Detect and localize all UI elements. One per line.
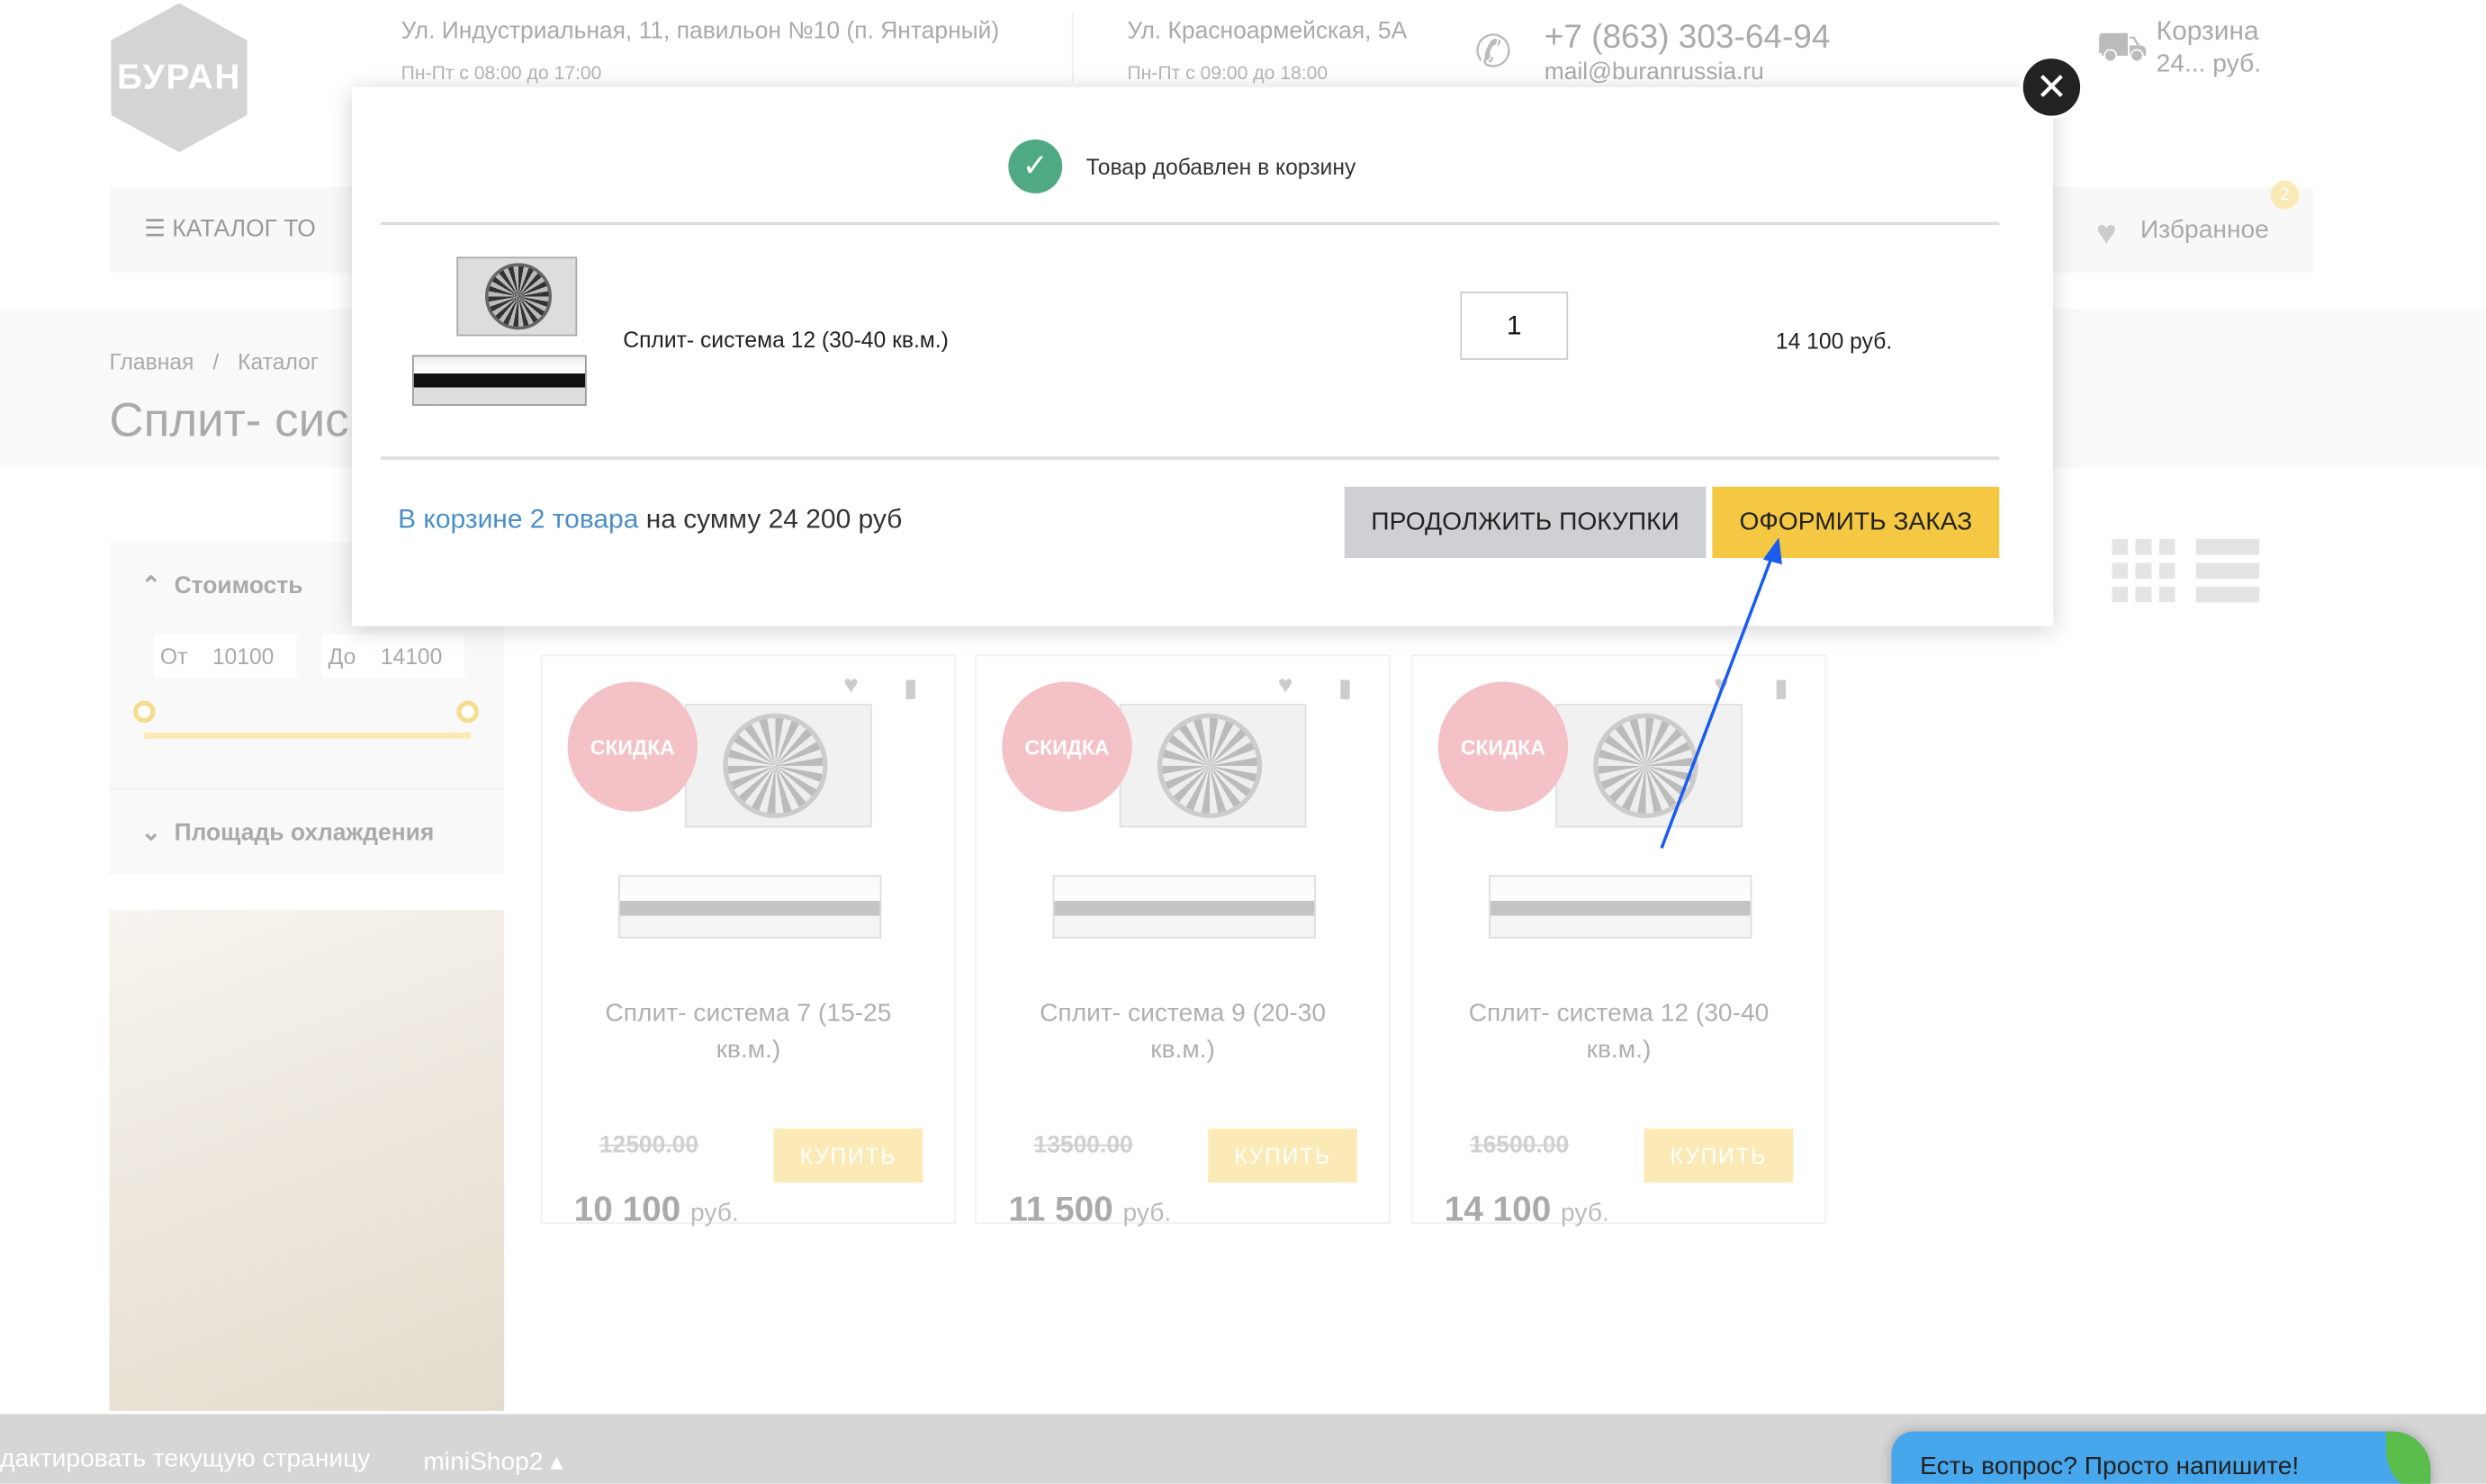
breadcrumb-separator: /: [212, 348, 220, 374]
product-name[interactable]: Сплит- система 12 (30-40 кв.м.): [1468, 1000, 1770, 1064]
breadcrumb-catalog[interactable]: Каталог: [238, 348, 319, 374]
promo-banner-image[interactable]: [109, 910, 505, 1411]
cart-item-price: 14 100 руб.: [1775, 328, 1893, 354]
phone[interactable]: +7 (863) 303-64-94: [1544, 19, 1831, 56]
old-price: 13500.00: [1033, 1131, 1133, 1159]
check-circle-icon: ✓: [1008, 139, 1063, 193]
price: 11 500 руб.: [1008, 1189, 1172, 1229]
cart-summary-total: на сумму 24 200 руб: [645, 504, 903, 535]
discount-badge: СКИДКА: [567, 681, 698, 812]
favorites-link[interactable]: Избранное: [2140, 217, 2269, 245]
divider: [380, 456, 2000, 460]
chat-widget[interactable]: Есть вопрос? Просто напишите!: [1891, 1431, 2431, 1484]
compare-icon[interactable]: ▮: [1338, 675, 1353, 703]
chat-decoration: [2386, 1431, 2431, 1484]
hours-2: Пн-Пт с 09:00 до 18:00: [1127, 61, 1329, 85]
price-slider-max-handle[interactable]: [456, 700, 479, 724]
catalog-menu-button[interactable]: ☰ КАТАЛОГ ТО: [144, 215, 316, 243]
buy-button[interactable]: КУПИТЬ: [1644, 1129, 1794, 1183]
divider: [380, 221, 2000, 226]
continue-shopping-button[interactable]: ПРОДОЛЖИТЬ ПОКУПКИ: [1344, 486, 1707, 559]
buy-button[interactable]: КУПИТЬ: [773, 1129, 923, 1183]
close-icon[interactable]: ✕: [2020, 55, 2084, 120]
cart-icon[interactable]: ⛟: [2095, 22, 2148, 70]
price-slider-track[interactable]: [144, 732, 472, 739]
cart-summary-link[interactable]: В корзине 2 товара: [398, 504, 639, 535]
heart-icon[interactable]: ♥: [843, 671, 859, 699]
cart-label[interactable]: Корзина: [2156, 15, 2259, 47]
product-image[interactable]: [1052, 704, 1317, 939]
compare-icon[interactable]: ▮: [904, 675, 918, 703]
product-image[interactable]: [617, 704, 882, 939]
success-message: Товар добавлен в корзину: [1085, 153, 1356, 180]
product-card[interactable]: СКИДКА ♥ ▮ Сплит- система 7 (15-25 кв.м.…: [540, 654, 957, 1228]
hours-1: Пн-Пт с 08:00 до 17:00: [401, 61, 602, 85]
price: 10 100 руб.: [573, 1189, 739, 1229]
logo[interactable]: БУРАН: [111, 3, 248, 153]
old-price: 12500.00: [599, 1131, 699, 1159]
price-to-input[interactable]: До 14100: [321, 634, 465, 679]
discount-badge: СКИДКА: [1437, 681, 1569, 812]
price-slider-min-handle[interactable]: [132, 700, 156, 724]
breadcrumb: Главная / Каталог: [110, 349, 319, 374]
compare-icon[interactable]: ▮: [1774, 675, 1788, 703]
chat-label: Есть вопрос? Просто напишите!: [1920, 1453, 2300, 1481]
phone-icon: ✆: [1474, 26, 1512, 76]
price: 14 100 руб.: [1444, 1189, 1609, 1229]
discount-badge: СКИДКА: [1002, 681, 1132, 812]
divider: [109, 787, 505, 790]
quantity-input[interactable]: 1: [1460, 292, 1569, 360]
checkout-button[interactable]: ОФОРМИТЬ ЗАКАЗ: [1712, 486, 2000, 559]
cart-summary: В корзине 2 товара на сумму 24 200 руб: [398, 504, 902, 535]
price-from-input[interactable]: От 10100: [153, 634, 297, 679]
filter-area-toggle[interactable]: ⌄ Площадь охлаждения: [140, 819, 435, 847]
minishop-menu[interactable]: miniShop2 ▴: [423, 1449, 563, 1476]
cart-added-modal: ✓ Товар добавлен в корзину Сплит- систем…: [352, 86, 2054, 626]
product-thumbnail[interactable]: [409, 256, 591, 409]
grid-view-icon[interactable]: [2112, 538, 2175, 603]
product-card[interactable]: СКИДКА ♥ ▮ Сплит- система 12 (30-40 кв.м…: [1410, 654, 1827, 1228]
buy-button[interactable]: КУПИТЬ: [1208, 1129, 1357, 1183]
list-view-icon[interactable]: [2195, 538, 2260, 603]
page-title: Сплит- сис: [109, 394, 349, 447]
address-1: Ул. Индустриальная, 11, павильон №10 (п.…: [401, 17, 1000, 45]
filter-cost-toggle[interactable]: ⌃ Стоимость: [140, 571, 303, 599]
cart-sum: 24... руб.: [2156, 50, 2262, 78]
address-2: Ул. Красноармейская, 5А: [1127, 17, 1408, 45]
old-price: 16500.00: [1469, 1131, 1570, 1159]
divider: [1071, 13, 1074, 83]
edit-page-link[interactable]: дактировать текущую страницу: [0, 1445, 371, 1473]
cart-item-name[interactable]: Сплит- система 12 (30-40 кв.м.): [623, 326, 949, 353]
product-card[interactable]: СКИДКА ♥ ▮ Сплит- система 9 (20-30 кв.м.…: [975, 654, 1391, 1228]
heart-icon[interactable]: ♥: [1714, 671, 1729, 699]
product-name[interactable]: Сплит- система 9 (20-30 кв.м.): [1040, 1000, 1327, 1064]
filter-panel: ⌃ Стоимость От 10100 До 14100 ⌄ Площадь …: [109, 542, 505, 876]
email[interactable]: mail@buranrussia.ru: [1544, 58, 1764, 86]
heart-icon[interactable]: ♥: [2095, 212, 2117, 253]
breadcrumb-home[interactable]: Главная: [109, 348, 194, 374]
product-name[interactable]: Сплит- система 7 (15-25 кв.м.): [605, 1000, 892, 1064]
heart-icon[interactable]: ♥: [1277, 671, 1293, 699]
favorites-count-badge: 2: [2270, 180, 2300, 210]
